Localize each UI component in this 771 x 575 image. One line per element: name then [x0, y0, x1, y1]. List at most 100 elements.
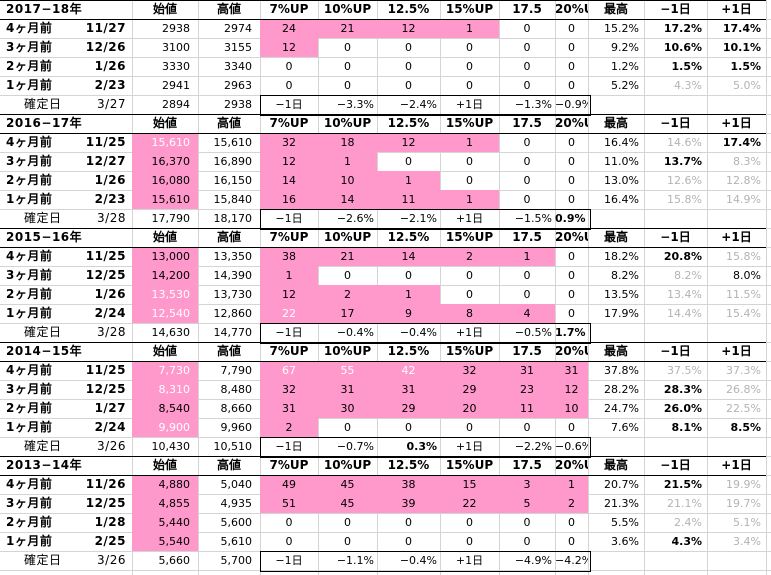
column-header[interactable]: 7%UP	[269, 2, 309, 16]
data-cell[interactable]: 0	[466, 421, 473, 434]
confirm-label[interactable]: 確定日 3/27	[0, 95, 132, 114]
data-cell[interactable]: 0	[568, 269, 575, 282]
data-cell[interactable]: 8.2%	[611, 269, 639, 282]
data-cell[interactable]: 10	[555, 399, 588, 418]
data-cell[interactable]: 20.7%	[604, 478, 639, 491]
data-cell[interactable]: 15.8%	[667, 193, 702, 206]
data-cell[interactable]: 15,610	[213, 136, 253, 149]
data-cell[interactable]: 21	[318, 247, 377, 266]
data-cell[interactable]: 22	[440, 494, 499, 513]
column-header[interactable]: −1日	[660, 344, 691, 358]
data-cell[interactable]: 8.0%	[733, 269, 761, 282]
confirm-value[interactable]: −1日	[275, 440, 303, 453]
data-cell[interactable]: 12	[260, 285, 318, 304]
column-header[interactable]: 最高	[603, 458, 628, 472]
data-cell[interactable]: 3100	[162, 41, 190, 54]
data-cell[interactable]: 20	[440, 399, 499, 418]
data-cell[interactable]: 0	[568, 22, 575, 35]
confirm-value[interactable]: −2.4%	[399, 98, 437, 111]
data-cell[interactable]: 0	[466, 288, 473, 301]
data-cell[interactable]: 0	[466, 155, 473, 168]
confirm-label[interactable]: 確定日 3/26	[0, 551, 132, 570]
data-cell[interactable]: 0	[344, 421, 351, 434]
data-cell[interactable]: 0	[405, 269, 412, 282]
confirm-value[interactable]: −1日	[275, 326, 303, 339]
column-header[interactable]: 15%UP	[445, 458, 494, 472]
data-cell[interactable]: 4,855	[132, 494, 198, 513]
confirm-open[interactable]: 5,660	[158, 554, 191, 567]
data-cell[interactable]: 0	[466, 516, 473, 529]
data-cell[interactable]: 0	[405, 535, 412, 548]
column-header[interactable]: 17.5	[512, 344, 542, 358]
data-cell[interactable]: 13,000	[132, 247, 198, 266]
year-title[interactable]: 2014−15年	[6, 344, 83, 358]
data-cell[interactable]: 0	[523, 516, 531, 529]
confirm-open[interactable]: 14,630	[151, 326, 191, 339]
data-cell[interactable]: 0	[466, 60, 473, 73]
column-header[interactable]: 17.5	[512, 230, 542, 244]
data-cell[interactable]: 0	[568, 60, 575, 73]
confirm-value[interactable]: 1.7%	[555, 326, 586, 339]
data-cell[interactable]: 3.6%	[611, 535, 639, 548]
column-header[interactable]: 始値	[152, 230, 177, 244]
confirm-value[interactable]: −4.9%	[514, 554, 552, 567]
data-cell[interactable]: 31	[499, 361, 555, 380]
data-cell[interactable]: 12	[260, 152, 318, 171]
data-cell[interactable]: 1.5%	[671, 60, 702, 73]
data-cell[interactable]: 11.5%	[726, 288, 761, 301]
column-header[interactable]: 最高	[603, 344, 628, 358]
data-cell[interactable]: 13,350	[213, 250, 253, 263]
year-title[interactable]: 2016−17年	[6, 116, 83, 130]
data-cell[interactable]: 5.0%	[733, 79, 761, 92]
column-header[interactable]: +1日	[721, 230, 752, 244]
data-cell[interactable]: 9.2%	[611, 41, 639, 54]
confirm-value[interactable]: 0.9%	[555, 212, 586, 225]
data-cell[interactable]: 12.8%	[726, 174, 761, 187]
data-cell[interactable]: 0	[523, 535, 531, 548]
data-cell[interactable]: 17.2%	[663, 22, 702, 35]
data-cell[interactable]: 14	[260, 171, 318, 190]
row-label[interactable]: 3ヶ月前 12/25	[0, 380, 132, 399]
confirm-value[interactable]: −3.3%	[336, 98, 374, 111]
data-cell[interactable]: 0	[344, 516, 351, 529]
data-cell[interactable]: 37.5%	[667, 364, 702, 377]
confirm-high[interactable]: 2938	[224, 98, 252, 111]
data-cell[interactable]: 0	[523, 60, 531, 73]
data-cell[interactable]: 18.2%	[604, 250, 639, 263]
column-header[interactable]: 始値	[152, 116, 177, 130]
data-cell[interactable]: 1	[440, 190, 499, 209]
data-cell[interactable]: 1	[377, 171, 440, 190]
data-cell[interactable]: 16,080	[132, 171, 198, 190]
data-cell[interactable]: 4	[499, 304, 555, 323]
data-cell[interactable]: 14.4%	[667, 307, 702, 320]
data-cell[interactable]: 30	[318, 399, 377, 418]
data-cell[interactable]: 14.9%	[726, 193, 761, 206]
data-cell[interactable]: 21	[318, 19, 377, 38]
column-header[interactable]: 20%UP	[555, 458, 588, 472]
data-cell[interactable]: 13.4%	[667, 288, 702, 301]
data-cell[interactable]: 0	[523, 136, 531, 149]
data-cell[interactable]: 0	[523, 421, 531, 434]
confirm-label[interactable]: 確定日 3/28	[0, 209, 132, 228]
confirm-value[interactable]: −2.2%	[514, 440, 552, 453]
data-cell[interactable]: 8,310	[132, 380, 198, 399]
data-cell[interactable]: 2	[318, 285, 377, 304]
data-cell[interactable]: 0	[523, 269, 531, 282]
data-cell[interactable]: 37.8%	[604, 364, 639, 377]
data-cell[interactable]: 28.2%	[604, 383, 639, 396]
data-cell[interactable]: 5,540	[132, 532, 198, 551]
data-cell[interactable]: 31	[318, 380, 377, 399]
column-header[interactable]: +1日	[721, 2, 752, 16]
row-label[interactable]: 2ヶ月前 1/26	[0, 171, 132, 190]
confirm-value[interactable]: +1日	[455, 554, 484, 567]
data-cell[interactable]: 0	[568, 250, 575, 263]
data-cell[interactable]: 14	[377, 247, 440, 266]
row-label[interactable]: 4ヶ月前 11/25	[0, 247, 132, 266]
column-header[interactable]: 高値	[216, 344, 241, 358]
column-header[interactable]: 高値	[216, 2, 241, 16]
data-cell[interactable]: 1	[318, 152, 377, 171]
data-cell[interactable]: 67	[260, 361, 318, 380]
data-cell[interactable]: 8.5%	[730, 421, 761, 434]
column-header[interactable]: +1日	[721, 458, 752, 472]
